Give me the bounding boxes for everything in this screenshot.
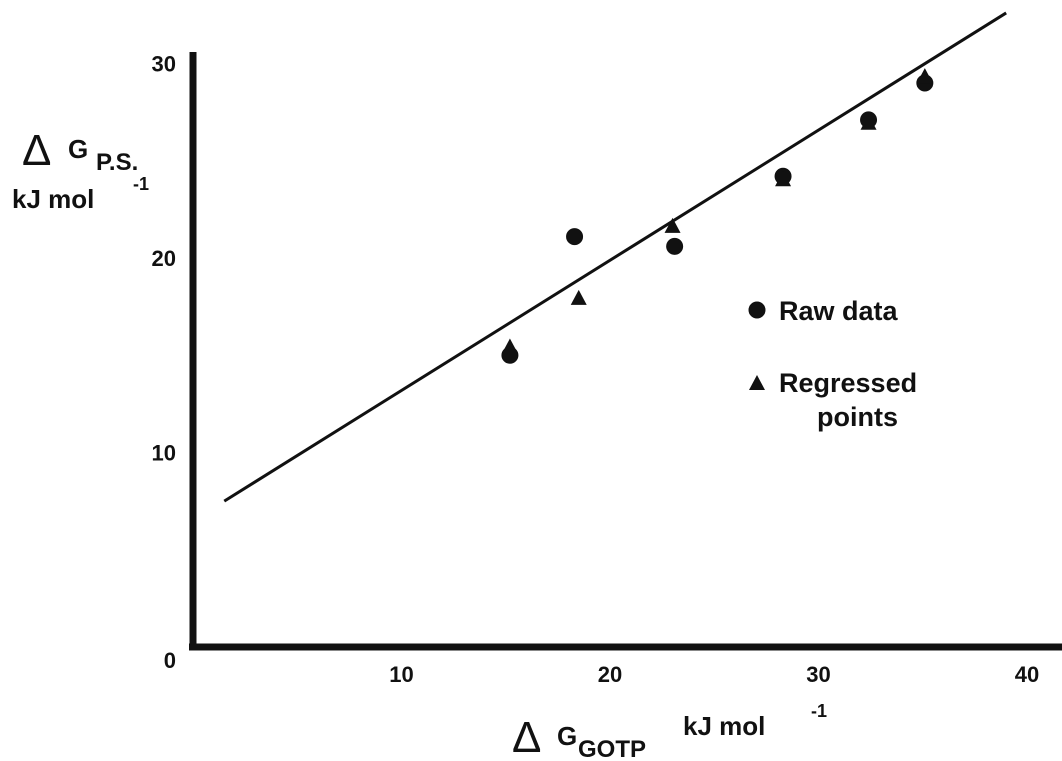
- y-tick-label: 30: [152, 52, 176, 77]
- raw-data-point: [566, 228, 584, 246]
- axes: [189, 52, 1062, 651]
- x-tick-label: 30: [806, 662, 830, 687]
- regressed-point: [501, 338, 518, 354]
- y-tick-label: 20: [152, 246, 176, 271]
- origin-label: 0: [164, 648, 176, 673]
- x-tick-label: 10: [389, 662, 413, 687]
- y-label-unit: kJ mol: [12, 184, 94, 214]
- regressed-point: [860, 114, 877, 130]
- regressed-point: [570, 289, 587, 305]
- legend-triangle-marker: [749, 375, 765, 390]
- raw-data-point: [666, 237, 684, 255]
- y-tick-label: 10: [152, 441, 176, 466]
- x-label-sub: GOTP: [578, 736, 646, 761]
- x-label-delta: Δ: [512, 713, 541, 761]
- regression-line: [223, 11, 1007, 503]
- x-label-sup: -1: [811, 701, 827, 721]
- regressed-point: [916, 68, 933, 84]
- x-label-main: G: [557, 721, 577, 751]
- tick-labels: 10 20 30 40 10 20 30 0: [152, 52, 1040, 688]
- x-axis-label: Δ G GOTP kJ mol -1: [512, 701, 827, 761]
- legend-label: Regressed: [779, 368, 917, 398]
- data-points: [501, 68, 934, 364]
- regressed-point: [664, 217, 681, 233]
- x-label-unit: kJ mol: [683, 711, 765, 741]
- x-tick-label: 20: [598, 662, 622, 687]
- y-label-sub: P.S.: [96, 149, 138, 176]
- y-axis-label: Δ G P.S. kJ mol -1: [12, 126, 149, 214]
- y-label-delta: Δ: [22, 126, 51, 175]
- y-label-sup: -1: [133, 174, 149, 194]
- legend-circle-marker: [748, 301, 766, 319]
- x-tick-label: 40: [1015, 662, 1039, 687]
- regressed-point: [775, 171, 792, 187]
- legend-label: points: [817, 402, 898, 432]
- legend-label: Raw data: [779, 296, 899, 326]
- y-label-main: G: [68, 134, 88, 164]
- legend: Raw data Regressed points: [748, 296, 917, 432]
